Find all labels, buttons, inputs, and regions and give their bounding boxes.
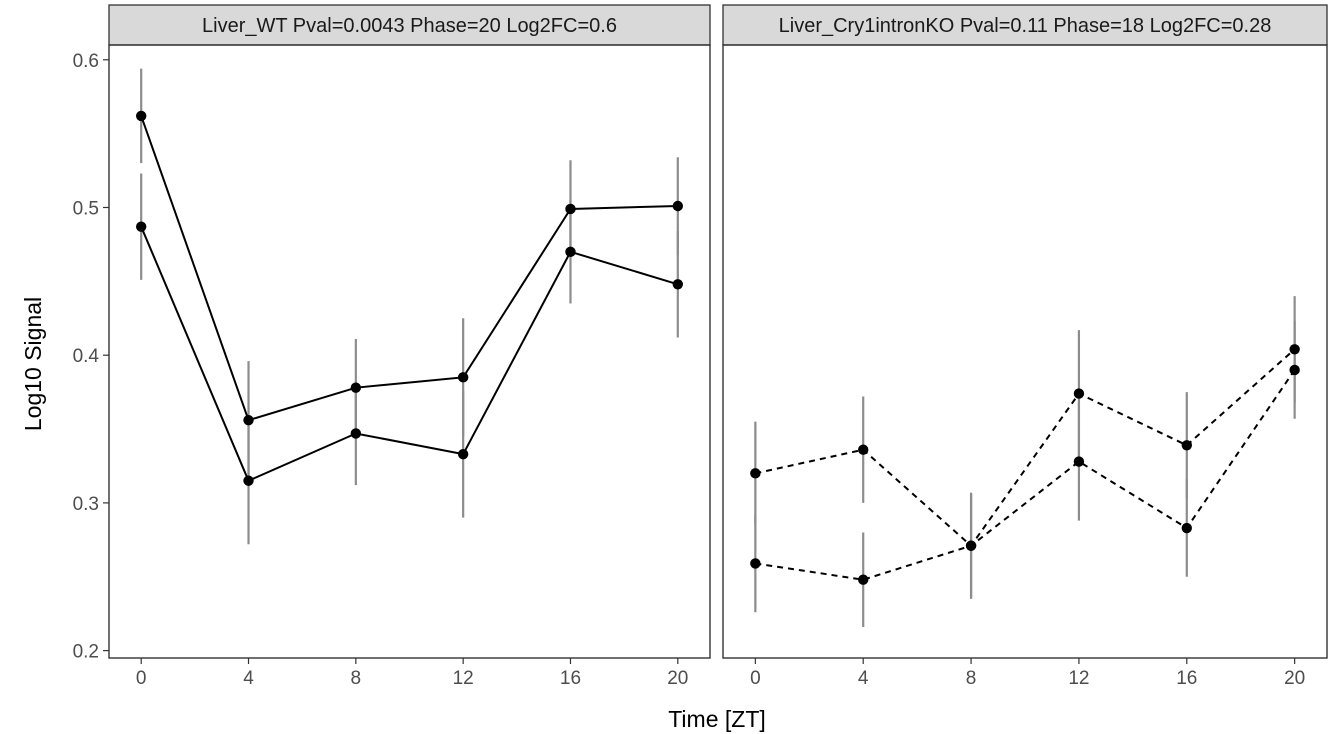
x-tick-label: 20: [667, 668, 688, 689]
panel-border: [722, 44, 1328, 659]
strip-background: [108, 4, 711, 46]
panel-border: [108, 44, 711, 659]
data-point: [1289, 364, 1300, 376]
data-point: [858, 444, 869, 455]
x-tick-label: 4: [858, 668, 869, 689]
series-line-1: [755, 348, 1296, 548]
y-tick-label: 0.6: [73, 51, 99, 72]
series-line-2: [755, 369, 1296, 581]
data-point: [135, 221, 147, 232]
data-point: [457, 448, 469, 460]
data-point: [565, 246, 576, 257]
data-point: [135, 110, 147, 122]
data-point: [1073, 388, 1085, 399]
series-line-1: [140, 115, 678, 422]
x-tick-label: 12: [1068, 668, 1089, 689]
data-point: [350, 382, 362, 393]
data-point: [965, 540, 977, 551]
x-tick-label: 8: [351, 668, 362, 689]
y-tick-label: 0.3: [73, 494, 99, 515]
x-tick-label: 16: [560, 668, 581, 689]
series-line-2: [140, 226, 679, 483]
data-point: [858, 574, 869, 585]
x-tick-label: 16: [1176, 668, 1197, 689]
data-point: [1289, 344, 1300, 355]
data-point: [243, 414, 254, 426]
data-point: [1073, 456, 1085, 467]
x-tick-label: 12: [453, 668, 474, 689]
data-point: [1181, 522, 1192, 534]
data-point: [350, 428, 362, 439]
data-point: [565, 203, 576, 215]
y-tick-label: 0.4: [73, 346, 100, 367]
x-axis-title: Time [ZT]: [668, 706, 766, 732]
panel-1: Liver_WT Pval=0.0043 Phase=20 Log2FC=0.6…: [73, 4, 711, 689]
x-tick-label: 8: [966, 668, 977, 689]
strip-label: Liver_WT Pval=0.0043 Phase=20 Log2FC=0.6: [202, 15, 617, 37]
strip-label: Liver_Cry1intronKO Pval=0.11 Phase=18 Lo…: [779, 15, 1272, 37]
x-tick-label: 0: [136, 668, 147, 689]
data-point: [672, 200, 684, 212]
data-point: [672, 279, 684, 290]
data-point: [750, 558, 761, 569]
data-point: [243, 475, 254, 486]
x-tick-label: 0: [750, 668, 761, 689]
y-tick-label: 0.5: [73, 198, 99, 219]
data-point: [1181, 440, 1192, 451]
y-axis-title: Log10 Signal: [20, 297, 46, 431]
y-tick-label: 0.2: [73, 642, 99, 663]
panel-2: Liver_Cry1intronKO Pval=0.11 Phase=18 Lo…: [722, 4, 1328, 689]
strip-background: [722, 4, 1328, 46]
data-point: [457, 372, 469, 383]
x-tick-label: 20: [1284, 668, 1305, 689]
data-point: [750, 468, 761, 479]
x-tick-label: 4: [243, 668, 254, 689]
